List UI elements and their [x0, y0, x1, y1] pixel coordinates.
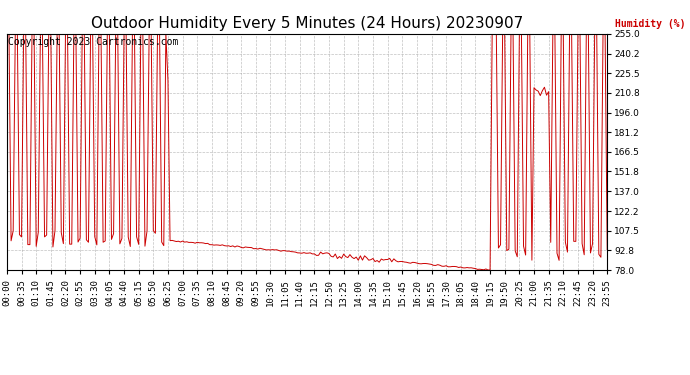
Title: Outdoor Humidity Every 5 Minutes (24 Hours) 20230907: Outdoor Humidity Every 5 Minutes (24 Hou… [91, 16, 523, 31]
Text: Copyright 2023 Cartronics.com: Copyright 2023 Cartronics.com [8, 37, 179, 47]
Text: Humidity (%): Humidity (%) [615, 19, 685, 29]
